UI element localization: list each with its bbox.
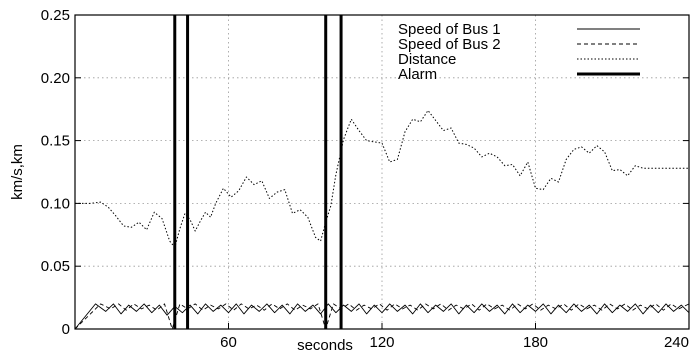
x-tick-label: 180: [523, 334, 548, 351]
series-line-1: [74, 303, 690, 330]
legend-label: Speed of Bus 1: [398, 21, 501, 38]
x-axis-label: seconds: [297, 337, 353, 354]
legend-label: Distance: [398, 51, 456, 68]
series-layer: [74, 15, 690, 330]
y-tick-label: 0.15: [41, 133, 70, 150]
series-line-2: [74, 303, 690, 330]
y-tick-label: 0.05: [41, 258, 70, 275]
legend-label: Alarm: [398, 66, 437, 83]
x-tick-label: 240: [664, 334, 689, 351]
y-axis-label: km/s,km: [9, 144, 26, 200]
x-tick-label: 60: [220, 334, 237, 351]
y-tick-label: 0.25: [41, 7, 70, 24]
y-tick-label: 0.10: [41, 195, 70, 212]
y-tick-label: 0.20: [41, 70, 70, 87]
x-tick-label: 120: [369, 334, 394, 351]
grid: [75, 15, 689, 329]
y-tick-label: 0: [62, 321, 70, 338]
ticks: 0 0.05 0.10 0.15 0.20 0.25 60 120 180 240: [41, 7, 690, 351]
legend-label: Speed of Bus 2: [398, 36, 501, 53]
